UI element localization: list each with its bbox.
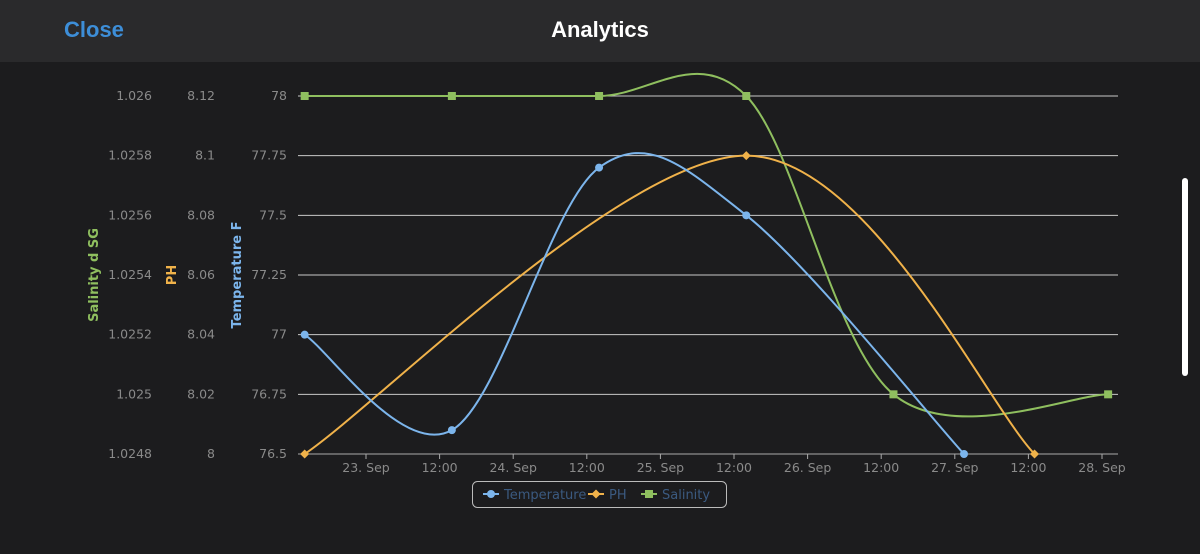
- legend-item-ph[interactable]: PH: [609, 488, 627, 503]
- series-line-temperature: [304, 152, 965, 455]
- data-point-salinity: [595, 92, 604, 100]
- x-tick-label: 12:00: [863, 460, 899, 475]
- y-tick-label-ph: 8.08: [187, 207, 215, 222]
- x-tick-label: 27. Sep: [931, 460, 978, 475]
- y-tick-label-sal: 1.0248: [108, 446, 152, 461]
- x-tick-label: 12:00: [422, 460, 458, 475]
- y-tick-label-temp: 77.25: [251, 267, 287, 282]
- legend-box[interactable]: [472, 481, 727, 508]
- y-tick-label-temp: 77: [271, 327, 287, 342]
- y-tick-label-sal: 1.026: [116, 88, 152, 103]
- data-point-salinity: [1104, 390, 1113, 399]
- legend-marker-salinity: [645, 490, 653, 498]
- y-tick-label-ph: 8.02: [187, 386, 215, 401]
- x-tick-label: 25. Sep: [637, 460, 684, 475]
- data-point-salinity: [300, 92, 309, 100]
- x-tick-label: 24. Sep: [489, 460, 536, 475]
- x-tick-label: 12:00: [1010, 460, 1046, 475]
- analytics-chart: 76.5 76.75 77 77.25 77.5 77.75 78 8 8.02 8.04 8.06…: [87, 72, 1126, 508]
- data-point-temperature: [742, 211, 751, 220]
- y-tick-label-temp: 77.75: [251, 148, 287, 163]
- data-point-salinity: [742, 92, 751, 100]
- y-tick-label-sal: 1.025: [116, 386, 152, 401]
- y-axis-title-temp: Temperature F: [230, 222, 245, 329]
- y-tick-label-sal: 1.0256: [108, 207, 152, 222]
- y-tick-label-sal: 1.0254: [108, 267, 152, 282]
- x-tick-label: 12:00: [716, 460, 752, 475]
- data-point-temperature: [300, 330, 309, 339]
- series-line-salinity: [304, 72, 1109, 418]
- data-point-temperature: [447, 426, 456, 435]
- y-axis-title-sal: Salinity d SG: [87, 228, 102, 322]
- y-tick-label-ph: 8.04: [187, 327, 215, 342]
- data-point-ph: [1030, 449, 1040, 459]
- data-point-temperature: [595, 163, 604, 172]
- data-point-ph: [741, 151, 751, 161]
- y-tick-label-ph: 8: [207, 446, 215, 461]
- y-tick-label-temp: 76.75: [251, 386, 287, 401]
- x-tick-label: 12:00: [569, 460, 605, 475]
- y-tick-label-temp: 78: [271, 88, 287, 103]
- legend-item-salinity[interactable]: Salinity: [662, 488, 710, 503]
- data-point-temperature: [960, 450, 968, 458]
- y-tick-label-ph: 8.1: [195, 148, 215, 163]
- scrollbar[interactable]: [1182, 178, 1188, 376]
- y-axis-title-ph: PH: [165, 265, 180, 285]
- x-tick-label: 26. Sep: [784, 460, 831, 475]
- legend-item-temperature[interactable]: Temperature: [503, 488, 586, 503]
- data-point-salinity: [447, 92, 456, 100]
- y-tick-label-ph: 8.06: [187, 267, 215, 282]
- x-tick-label: 28. Sep: [1078, 460, 1125, 475]
- y-tick-label-ph: 8.12: [187, 88, 215, 103]
- legend-marker-temperature: [487, 490, 495, 498]
- top-bar: Close Analytics: [0, 0, 1200, 62]
- y-tick-label-temp: 77.5: [259, 207, 287, 222]
- legend-marker-ph: [591, 489, 601, 499]
- data-point-ph: [300, 449, 310, 459]
- page-title: Analytics: [551, 17, 649, 42]
- close-button[interactable]: Close: [64, 17, 124, 42]
- y-tick-label-sal: 1.0252: [108, 327, 152, 342]
- y-tick-label-temp: 76.5: [259, 446, 287, 461]
- y-tick-label-sal: 1.0258: [108, 148, 152, 163]
- x-tick-label: 23. Sep: [342, 460, 389, 475]
- data-point-salinity: [889, 390, 898, 399]
